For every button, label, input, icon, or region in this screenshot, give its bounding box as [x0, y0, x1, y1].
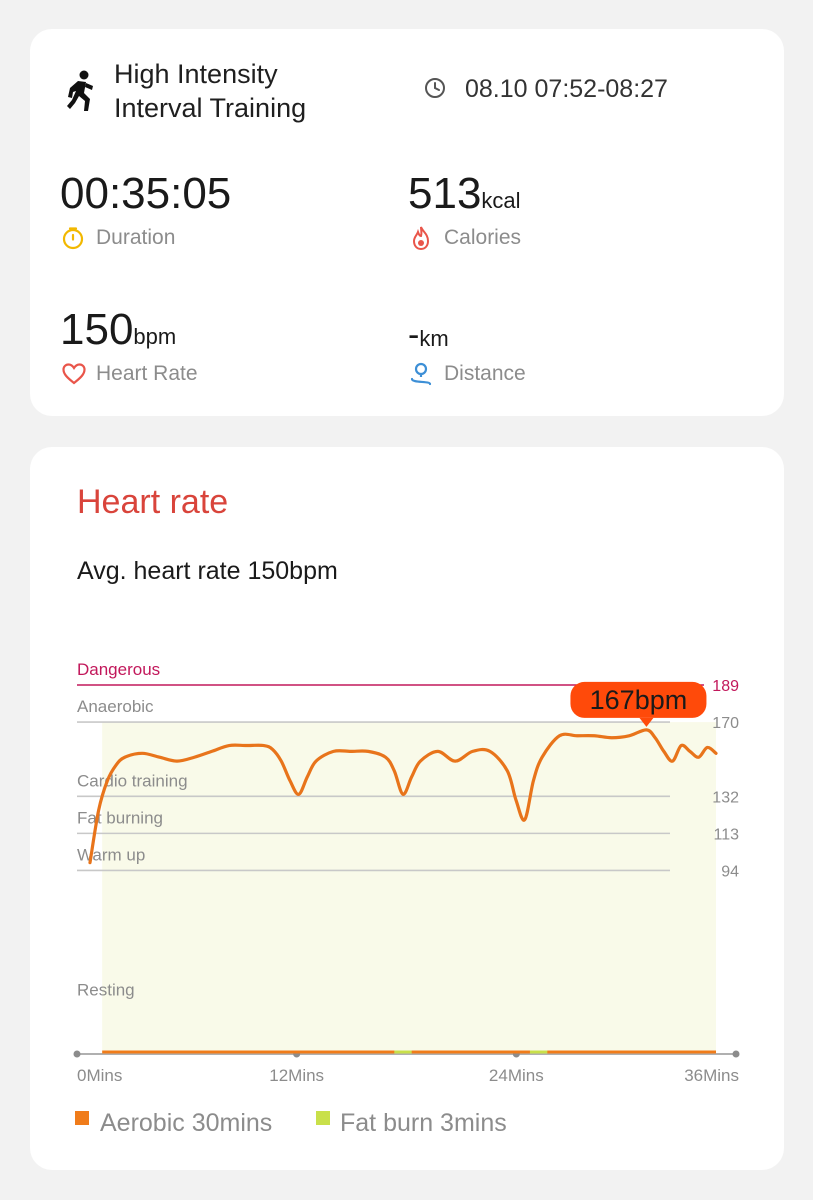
chart-active-area [102, 722, 716, 1054]
legend-aerobic-label: Aerobic 30mins [100, 1109, 273, 1137]
clock-icon [425, 78, 445, 98]
x-tick-dot-3 [732, 1050, 740, 1058]
x-tick-dot-0 [73, 1050, 81, 1058]
x-tick-label-1: 12Mins [269, 1066, 324, 1085]
duration-value: 00:35:05 [60, 169, 232, 218]
calories-unit: kcal [481, 188, 521, 213]
workout-title-line2: Interval Training [114, 93, 307, 123]
workout-summary-card: High Intensity Interval Training 08.10 0… [30, 29, 784, 416]
distance-label: Distance [444, 362, 526, 385]
legend-aerobic-swatch [75, 1111, 89, 1125]
heart-rate-title: Heart rate [77, 483, 229, 521]
zone-label-3: Fat burning [77, 808, 163, 827]
zone-threshold-2: 132 [712, 789, 739, 806]
legend-fat-burn-swatch [316, 1111, 330, 1125]
peak-callout-bubble [570, 681, 707, 718]
stopwatch-icon [62, 227, 84, 250]
heart-rate-value-group: 150bpm [60, 305, 176, 355]
legend-fat-burn-label: Fat burn 3mins [340, 1109, 507, 1137]
zone-label-4: Warm up [77, 845, 145, 864]
peak-callout-pointer [639, 717, 654, 727]
calories-value: 513 [408, 169, 482, 218]
zone-label-0: Dangerous [77, 660, 160, 679]
calories-label: Calories [444, 226, 522, 249]
heart-rate-series-line [88, 728, 718, 865]
peak-callout-label: 167bpm [590, 685, 688, 715]
distance-value: - [408, 316, 420, 354]
zone-threshold-1: 170 [712, 715, 739, 732]
x-tick-label-0: 0Mins [77, 1066, 122, 1085]
heart-icon [62, 363, 86, 385]
zone-label-5: Resting [77, 980, 135, 999]
heart-rate-chart: Dangerous 189 Anaerobic 170 Cardio training 1… [73, 660, 740, 1085]
distance-unit: km [419, 326, 449, 351]
flame-icon [412, 226, 430, 251]
duration-label: Duration [96, 226, 176, 249]
zone-label-2: Cardio training [77, 771, 188, 790]
zone-threshold-4: 94 [721, 863, 739, 880]
heart-rate-value: 150 [60, 305, 134, 354]
x-tick-label-2: 24Mins [489, 1066, 544, 1085]
location-pin-icon [410, 362, 432, 386]
x-tick-label-3: 36Mins [684, 1066, 739, 1085]
workout-time-range: 08.10 07:52-08:27 [465, 75, 668, 103]
heart-rate-label: Heart Rate [96, 362, 198, 385]
zone-threshold-0: 189 [712, 678, 739, 695]
workout-title-line1: High Intensity [114, 59, 278, 89]
running-person-icon [67, 70, 93, 111]
distance-value-group: -km [408, 316, 449, 355]
zone-label-1: Anaerobic [77, 697, 154, 716]
average-heart-rate-text: Avg. heart rate 150bpm [77, 557, 338, 585]
duration-value-group: 00:35:05 [60, 169, 231, 219]
heart-rate-card: Heart rate Avg. heart rate 150bpm Danger… [30, 447, 784, 1170]
heart-rate-unit: bpm [133, 324, 177, 349]
calories-value-group: 513kcal [408, 169, 521, 219]
zone-threshold-3: 113 [713, 826, 739, 843]
